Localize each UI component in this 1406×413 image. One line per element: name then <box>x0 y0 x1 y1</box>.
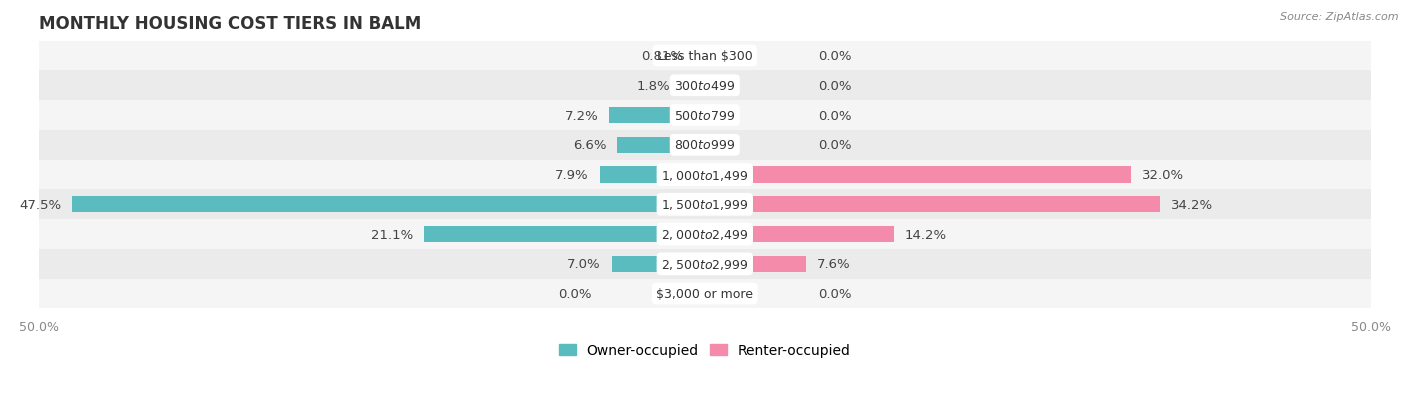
Text: 0.0%: 0.0% <box>818 80 852 93</box>
Text: 6.6%: 6.6% <box>572 139 606 152</box>
Text: 0.0%: 0.0% <box>558 287 592 300</box>
Text: $2,500 to $2,999: $2,500 to $2,999 <box>661 257 748 271</box>
Bar <box>38 71 1371 101</box>
Bar <box>38 160 1371 190</box>
Text: 47.5%: 47.5% <box>20 198 62 211</box>
Bar <box>423 226 704 243</box>
Legend: Owner-occupied, Renter-occupied: Owner-occupied, Renter-occupied <box>554 338 856 363</box>
Text: Less than $300: Less than $300 <box>657 50 752 63</box>
Bar <box>38 131 1371 160</box>
Text: 0.0%: 0.0% <box>818 287 852 300</box>
Bar <box>609 107 704 124</box>
Text: $1,000 to $1,499: $1,000 to $1,499 <box>661 168 748 182</box>
Text: $1,500 to $1,999: $1,500 to $1,999 <box>661 198 748 212</box>
Text: $300 to $499: $300 to $499 <box>673 80 735 93</box>
Bar <box>38 101 1371 131</box>
Bar <box>38 41 1371 71</box>
Text: 32.0%: 32.0% <box>1142 169 1184 182</box>
Text: $500 to $799: $500 to $799 <box>673 109 735 122</box>
Bar <box>38 190 1371 220</box>
Text: 7.6%: 7.6% <box>817 258 851 271</box>
Text: MONTHLY HOUSING COST TIERS IN BALM: MONTHLY HOUSING COST TIERS IN BALM <box>38 15 420 33</box>
Bar <box>704 167 1132 183</box>
Text: 7.9%: 7.9% <box>555 169 589 182</box>
Text: 21.1%: 21.1% <box>371 228 413 241</box>
Bar <box>38 279 1371 309</box>
Text: 1.8%: 1.8% <box>637 80 671 93</box>
Text: Source: ZipAtlas.com: Source: ZipAtlas.com <box>1281 12 1399 22</box>
Bar <box>681 78 704 94</box>
Bar <box>38 249 1371 279</box>
Text: 7.0%: 7.0% <box>567 258 600 271</box>
Bar <box>704 226 894 243</box>
Text: 7.2%: 7.2% <box>564 109 598 122</box>
Bar <box>612 256 704 272</box>
Bar <box>599 167 704 183</box>
Bar <box>38 220 1371 249</box>
Text: 34.2%: 34.2% <box>1171 198 1213 211</box>
Bar <box>72 197 704 213</box>
Text: $800 to $999: $800 to $999 <box>673 139 735 152</box>
Text: $2,000 to $2,499: $2,000 to $2,499 <box>661 228 748 242</box>
Bar <box>617 137 704 154</box>
Text: 0.0%: 0.0% <box>818 139 852 152</box>
Bar <box>704 256 806 272</box>
Text: 0.0%: 0.0% <box>818 109 852 122</box>
Bar <box>695 48 704 64</box>
Text: $3,000 or more: $3,000 or more <box>657 287 754 300</box>
Text: 14.2%: 14.2% <box>904 228 946 241</box>
Text: 0.0%: 0.0% <box>818 50 852 63</box>
Text: 0.81%: 0.81% <box>641 50 683 63</box>
Bar <box>704 197 1160 213</box>
